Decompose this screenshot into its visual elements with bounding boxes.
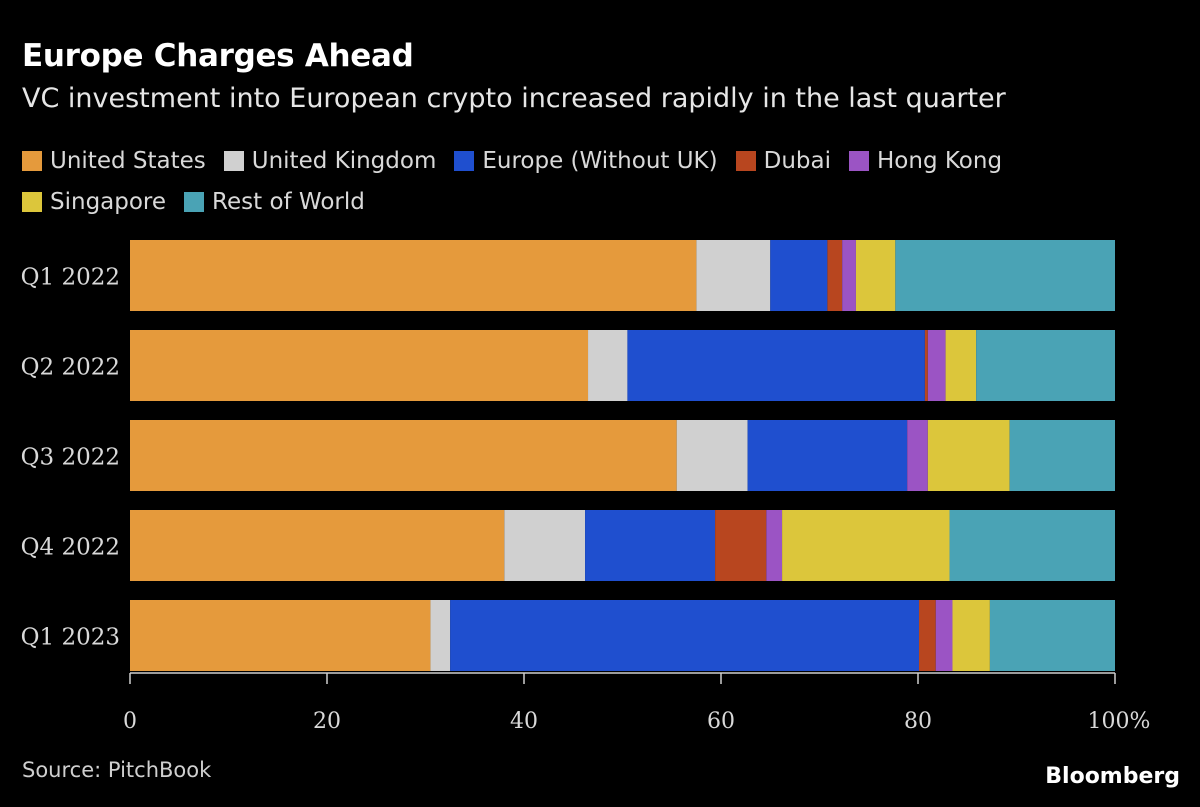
legend-swatch <box>223 151 244 171</box>
legend-item-united-states: United States <box>22 148 206 174</box>
bar-segment-united-kingdom <box>430 600 451 671</box>
legend-label: Europe (Without UK) <box>482 148 718 174</box>
chart-subtitle: VC investment into European crypto incre… <box>22 83 1006 114</box>
legend-swatch <box>454 151 475 171</box>
legend-swatch <box>849 151 869 171</box>
category-label: Q3 2022 <box>21 445 120 471</box>
bar-segment-hong-kong <box>766 510 783 581</box>
chart-title: Europe Charges Ahead <box>22 38 414 74</box>
legend-item-hong-kong: Hong Kong <box>849 148 1002 174</box>
bar-group-q2-2022 <box>130 330 1115 401</box>
bar-segment-united-states <box>130 240 697 311</box>
legend-swatch <box>735 151 756 171</box>
bar-segment-dubai <box>924 330 928 401</box>
bar-segment-united-kingdom <box>504 510 586 581</box>
bar-segment-europe-without-uk <box>627 330 925 401</box>
legend-label: United States <box>50 148 206 174</box>
legend-label: Singapore <box>50 189 167 215</box>
bar-segment-singapore <box>855 240 896 311</box>
bar-segment-dubai <box>715 510 767 581</box>
bar-segment-europe-without-uk <box>450 600 919 671</box>
category-label: Q4 2022 <box>21 535 120 561</box>
x-tick-label: 40 <box>510 709 538 734</box>
bar-segment-dubai <box>827 240 843 311</box>
legend-item-singapore: Singapore <box>22 189 166 215</box>
bar-group-q1-2022 <box>130 240 1115 311</box>
category-label: Q1 2023 <box>21 625 120 651</box>
legend-label: Dubai <box>763 148 831 174</box>
bar-segment-hong-kong <box>907 420 928 491</box>
bar-segment-hong-kong <box>842 240 856 311</box>
legend-label: Hong Kong <box>877 148 1003 174</box>
bar-segment-united-states <box>130 600 431 671</box>
bar-segment-united-kingdom <box>676 420 748 491</box>
bar-segment-united-states <box>130 510 505 581</box>
bar-segment-rest-of-world <box>1009 420 1115 491</box>
bar-segment-singapore <box>927 420 1010 491</box>
source-note: Source: PitchBook <box>22 758 212 782</box>
chart-legend: United States United Kingdom Europe (Witho… <box>22 145 1122 227</box>
legend-label: Rest of World <box>212 189 365 215</box>
x-tick-label: 20 <box>313 709 341 734</box>
bar-group-q1-2023 <box>130 600 1115 671</box>
legend-label: United Kingdom <box>251 148 437 174</box>
bar-segment-rest-of-world <box>949 510 1115 581</box>
bar-group-q3-2022 <box>130 420 1115 491</box>
legend-item-rest-of-world: Rest of World <box>184 189 365 215</box>
legend-item-united-kingdom: United Kingdom <box>223 148 437 174</box>
bar-segment-rest-of-world <box>895 240 1115 311</box>
bar-segment-europe-without-uk <box>585 510 716 581</box>
bar-segment-singapore <box>782 510 950 581</box>
bar-segment-europe-without-uk <box>770 240 828 311</box>
bar-group-q4-2022 <box>130 510 1115 581</box>
bar-segment-united-states <box>130 420 677 491</box>
legend-item-dubai: Dubai <box>735 148 831 174</box>
x-tick-label: 80 <box>904 709 932 734</box>
bar-segment-rest-of-world <box>989 600 1115 671</box>
x-tick-label: 0 <box>123 709 137 734</box>
bar-segment-hong-kong <box>927 330 946 401</box>
legend-item-europe-without-uk: Europe (Without UK) <box>454 148 718 174</box>
x-tick-label: 100% <box>1088 709 1151 734</box>
bar-segment-dubai <box>918 600 936 671</box>
bar-segment-singapore <box>952 600 990 671</box>
legend-row: United States United Kingdom Europe (Witho… <box>22 145 1122 177</box>
bar-segment-united-kingdom <box>696 240 771 311</box>
category-label: Q2 2022 <box>21 355 120 381</box>
x-tick-label: 60 <box>707 709 735 734</box>
bar-segment-rest-of-world <box>976 330 1115 401</box>
legend-row: Singapore Rest of World <box>22 186 1122 218</box>
bar-segment-united-kingdom <box>588 330 628 401</box>
legend-swatch <box>184 192 205 212</box>
bar-segment-europe-without-uk <box>747 420 908 491</box>
bar-segment-united-states <box>130 330 589 401</box>
category-label: Q1 2022 <box>21 265 120 291</box>
bloomberg-logo: Bloomberg <box>1045 764 1180 789</box>
legend-swatch <box>22 151 42 171</box>
bar-segment-singapore <box>945 330 977 401</box>
legend-swatch <box>22 192 42 212</box>
bar-segment-hong-kong <box>935 600 953 671</box>
